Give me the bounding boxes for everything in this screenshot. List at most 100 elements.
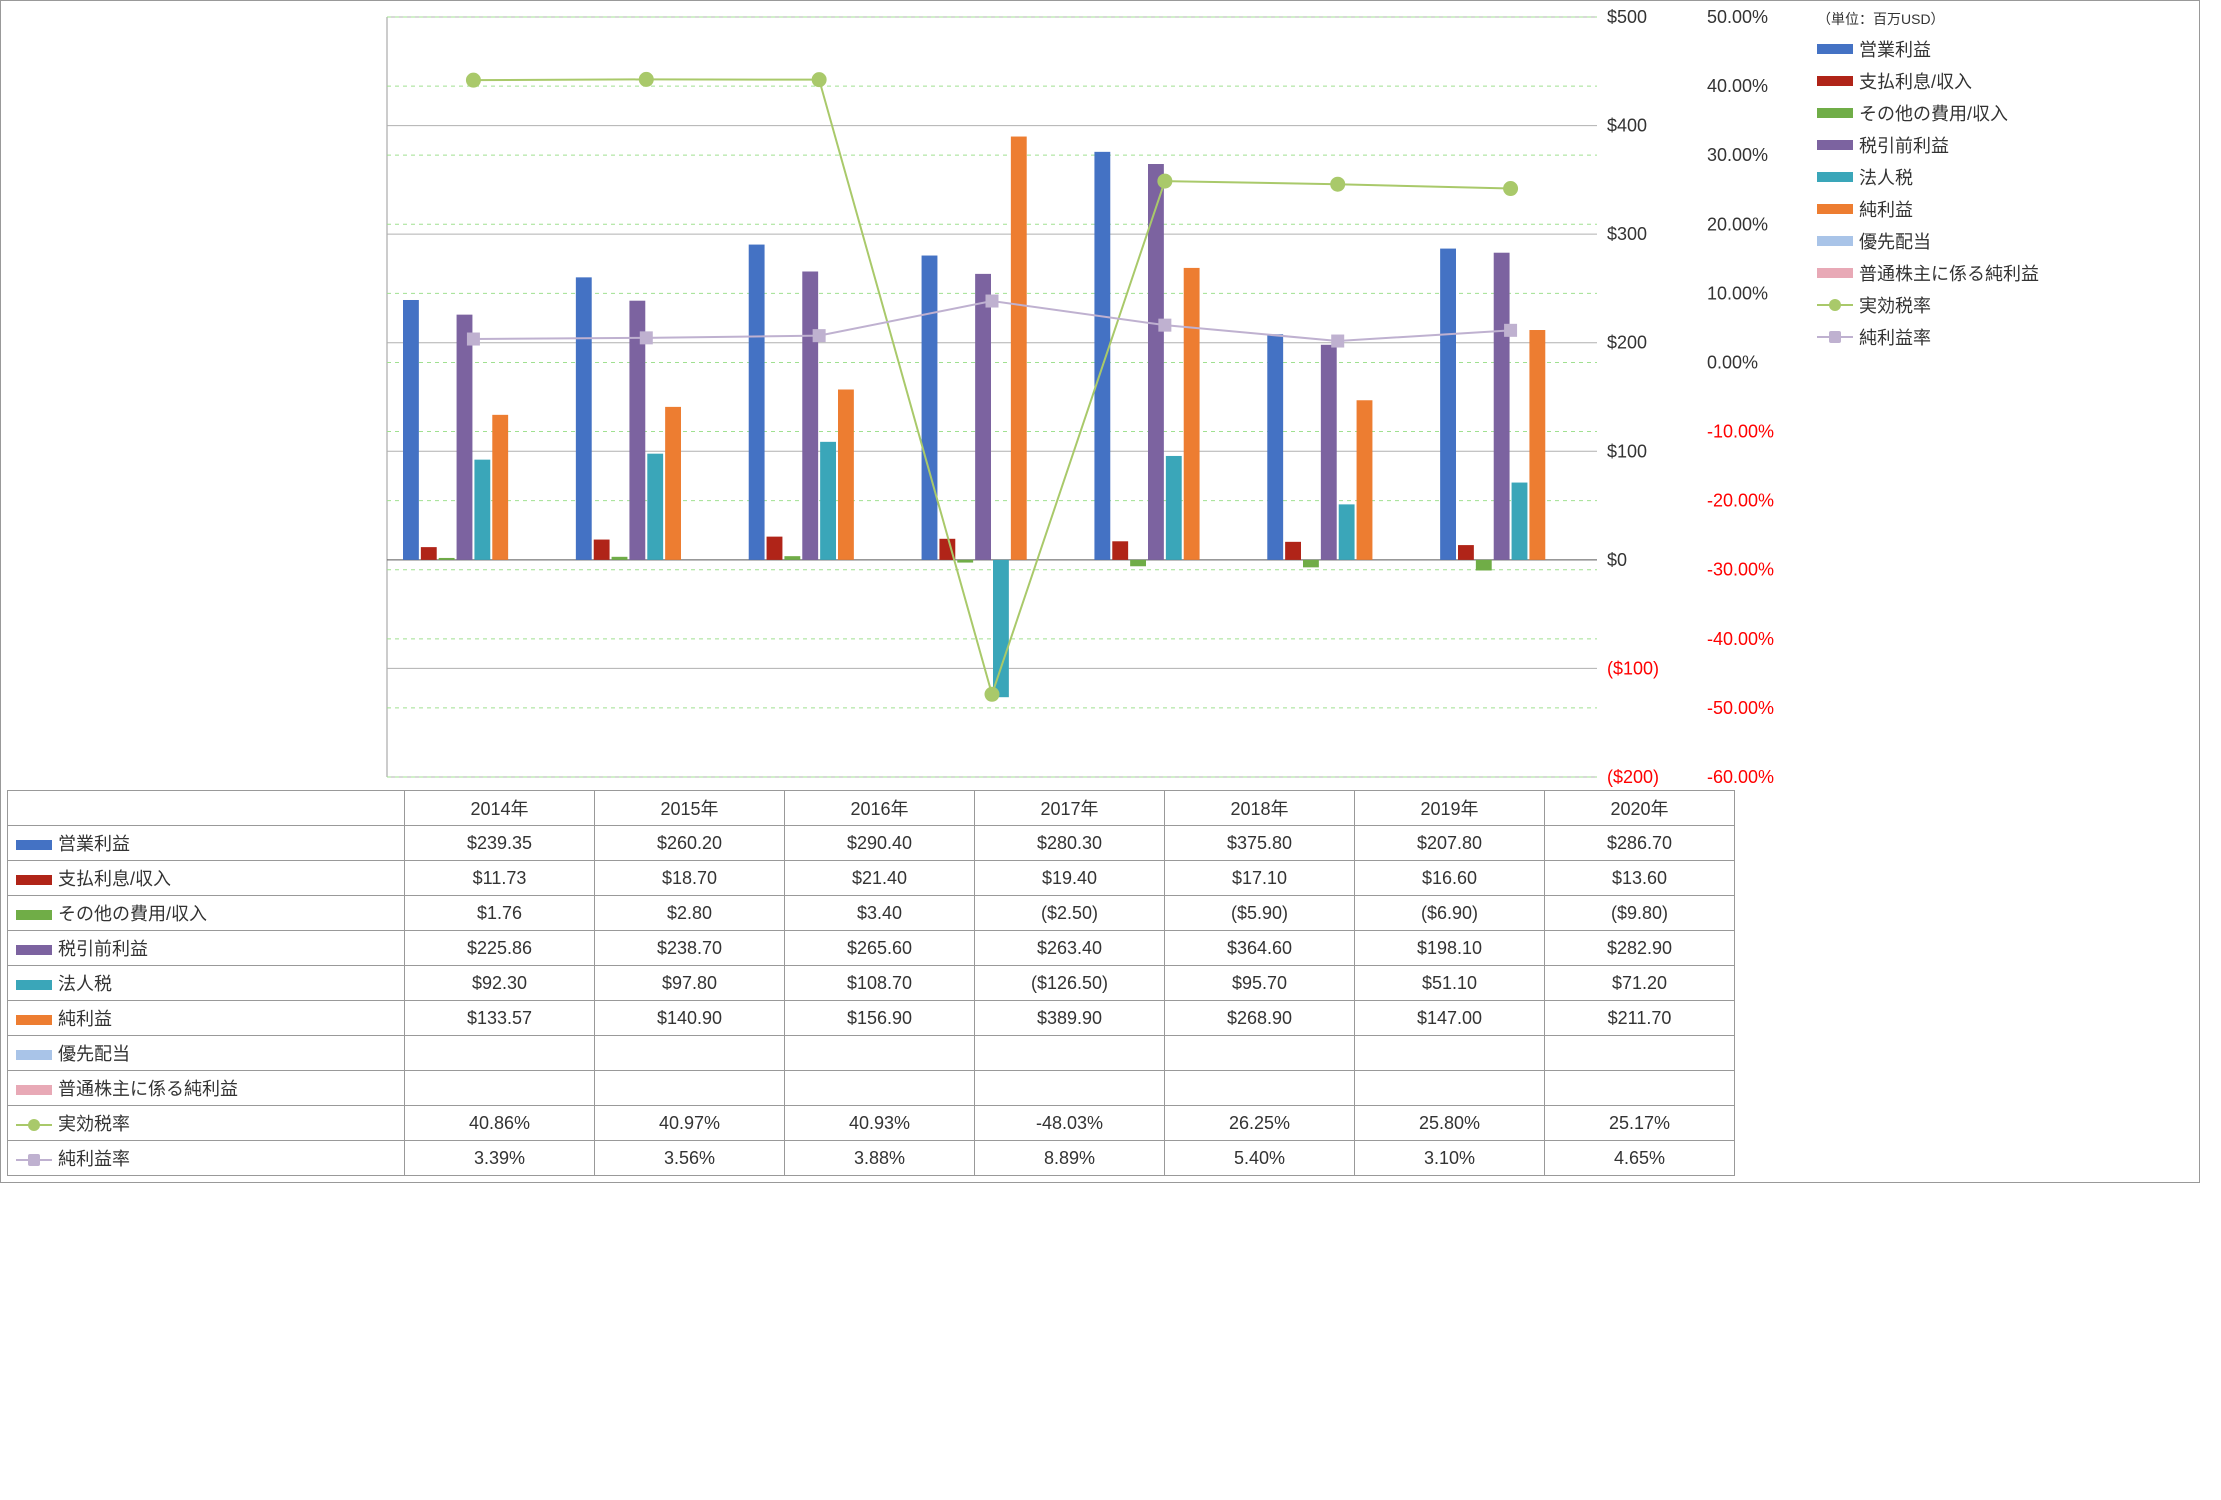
bar-op_income bbox=[1267, 334, 1283, 560]
cell: $2.80 bbox=[595, 896, 785, 931]
cell: $156.90 bbox=[785, 1001, 975, 1036]
row-head-interest: 支払利息/収入 bbox=[8, 861, 405, 896]
cell bbox=[785, 1036, 975, 1071]
table-row: 実効税率40.86%40.97%40.93%-48.03%26.25%25.80… bbox=[8, 1106, 1735, 1141]
cell: $11.73 bbox=[405, 861, 595, 896]
cell bbox=[1355, 1071, 1545, 1106]
right-legend: （単位：百万USD）営業利益支払利息/収入その他の費用/収入税引前利益法人税純利… bbox=[1807, 7, 2039, 1176]
cell: 3.10% bbox=[1355, 1141, 1545, 1176]
cell: $260.20 bbox=[595, 826, 785, 861]
cell: $16.60 bbox=[1355, 861, 1545, 896]
bar-tax bbox=[1339, 504, 1355, 559]
cell: 26.25% bbox=[1165, 1106, 1355, 1141]
row-label: 純利益 bbox=[58, 1009, 112, 1029]
bar-tax bbox=[1166, 456, 1182, 560]
cell: $13.60 bbox=[1545, 861, 1735, 896]
cell bbox=[1165, 1071, 1355, 1106]
cell: $198.10 bbox=[1355, 931, 1545, 966]
bar-interest bbox=[421, 547, 437, 560]
legend-item-eff_tax: 実効税率 bbox=[1817, 289, 2039, 321]
right-axis-tick: -60.00% bbox=[1707, 767, 1774, 787]
legend-item-pretax: 税引前利益 bbox=[1817, 129, 2039, 161]
bar-other bbox=[784, 556, 800, 560]
bar-interest bbox=[594, 540, 610, 560]
marker-eff_tax bbox=[1331, 177, 1345, 191]
row-label: 営業利益 bbox=[58, 834, 130, 854]
data-table: 2014年2015年2016年2017年2018年2019年2020年営業利益$… bbox=[7, 790, 1735, 1176]
bar-other bbox=[1303, 560, 1319, 567]
legend-item-other: その他の費用/収入 bbox=[1817, 97, 2039, 129]
bar-interest bbox=[767, 537, 783, 560]
legend-label: 実効税率 bbox=[1859, 292, 1931, 318]
bar-op_income bbox=[1440, 249, 1456, 560]
left-axis-tick: $200 bbox=[1607, 333, 1647, 353]
bar-tax bbox=[647, 454, 663, 560]
cell: $1.76 bbox=[405, 896, 595, 931]
bar-op_income bbox=[749, 245, 765, 560]
bar-pretax bbox=[457, 315, 473, 560]
bar-pretax bbox=[975, 274, 991, 560]
right-axis-tick: 20.00% bbox=[1707, 214, 1768, 234]
row-head-eff_tax: 実効税率 bbox=[8, 1106, 405, 1141]
marker-eff_tax bbox=[466, 73, 480, 87]
right-axis-tick: -20.00% bbox=[1707, 491, 1774, 511]
table-col-header: 2018年 bbox=[1165, 791, 1355, 826]
row-head-net_common: 普通株主に係る純利益 bbox=[8, 1071, 405, 1106]
table-col-header: 2014年 bbox=[405, 791, 595, 826]
cell: $147.00 bbox=[1355, 1001, 1545, 1036]
cell: ($5.90) bbox=[1165, 896, 1355, 931]
cell bbox=[405, 1036, 595, 1071]
table-row: 税引前利益$225.86$238.70$265.60$263.40$364.60… bbox=[8, 931, 1735, 966]
bar-op_income bbox=[403, 300, 419, 560]
cell: $263.40 bbox=[975, 931, 1165, 966]
left-axis-tick: $0 bbox=[1607, 550, 1627, 570]
cell: $265.60 bbox=[785, 931, 975, 966]
bar-interest bbox=[1285, 542, 1301, 560]
cell: $21.40 bbox=[785, 861, 975, 896]
right-axis-tick: 50.00% bbox=[1707, 7, 1768, 27]
table-row: 営業利益$239.35$260.20$290.40$280.30$375.80$… bbox=[8, 826, 1735, 861]
legend-item-op_income: 営業利益 bbox=[1817, 33, 2039, 65]
cell bbox=[785, 1071, 975, 1106]
cell: $286.70 bbox=[1545, 826, 1735, 861]
cell: $389.90 bbox=[975, 1001, 1165, 1036]
marker-net_margin bbox=[1332, 335, 1344, 347]
bar-net bbox=[1011, 137, 1027, 560]
legend-label: 普通株主に係る純利益 bbox=[1859, 260, 2039, 286]
bar-pretax bbox=[802, 271, 818, 559]
marker-net_margin bbox=[1505, 324, 1517, 336]
table-row: 支払利息/収入$11.73$18.70$21.40$19.40$17.10$16… bbox=[8, 861, 1735, 896]
cell: $239.35 bbox=[405, 826, 595, 861]
bar-pretax bbox=[1494, 253, 1510, 560]
table-row: 優先配当 bbox=[8, 1036, 1735, 1071]
left-axis-tick: ($200) bbox=[1607, 767, 1659, 787]
cell: $225.86 bbox=[405, 931, 595, 966]
cell: ($9.80) bbox=[1545, 896, 1735, 931]
row-label: 支払利息/収入 bbox=[58, 869, 171, 889]
legend-label: 営業利益 bbox=[1859, 36, 1931, 62]
cell: 5.40% bbox=[1165, 1141, 1355, 1176]
row-label: 法人税 bbox=[58, 974, 112, 994]
legend-item-net: 純利益 bbox=[1817, 193, 2039, 225]
table-row: 普通株主に係る純利益 bbox=[8, 1071, 1735, 1106]
cell bbox=[1165, 1036, 1355, 1071]
cell: $19.40 bbox=[975, 861, 1165, 896]
cell: 40.93% bbox=[785, 1106, 975, 1141]
left-axis-tick: $300 bbox=[1607, 224, 1647, 244]
cell: $133.57 bbox=[405, 1001, 595, 1036]
cell: 3.88% bbox=[785, 1141, 975, 1176]
row-label: 純利益率 bbox=[58, 1149, 130, 1169]
legend-label: 純利益率 bbox=[1859, 324, 1931, 350]
table-col-header: 2015年 bbox=[595, 791, 785, 826]
cell: $108.70 bbox=[785, 966, 975, 1001]
cell: $92.30 bbox=[405, 966, 595, 1001]
marker-net_margin bbox=[813, 330, 825, 342]
legend-item-net_margin: 純利益率 bbox=[1817, 321, 2039, 353]
right-axis-tick: -50.00% bbox=[1707, 698, 1774, 718]
row-head-other: その他の費用/収入 bbox=[8, 896, 405, 931]
bar-net bbox=[1357, 400, 1373, 560]
table-col-header: 2016年 bbox=[785, 791, 975, 826]
right-axis-tick: 10.00% bbox=[1707, 283, 1768, 303]
bar-op_income bbox=[576, 277, 592, 560]
cell: -48.03% bbox=[975, 1106, 1165, 1141]
